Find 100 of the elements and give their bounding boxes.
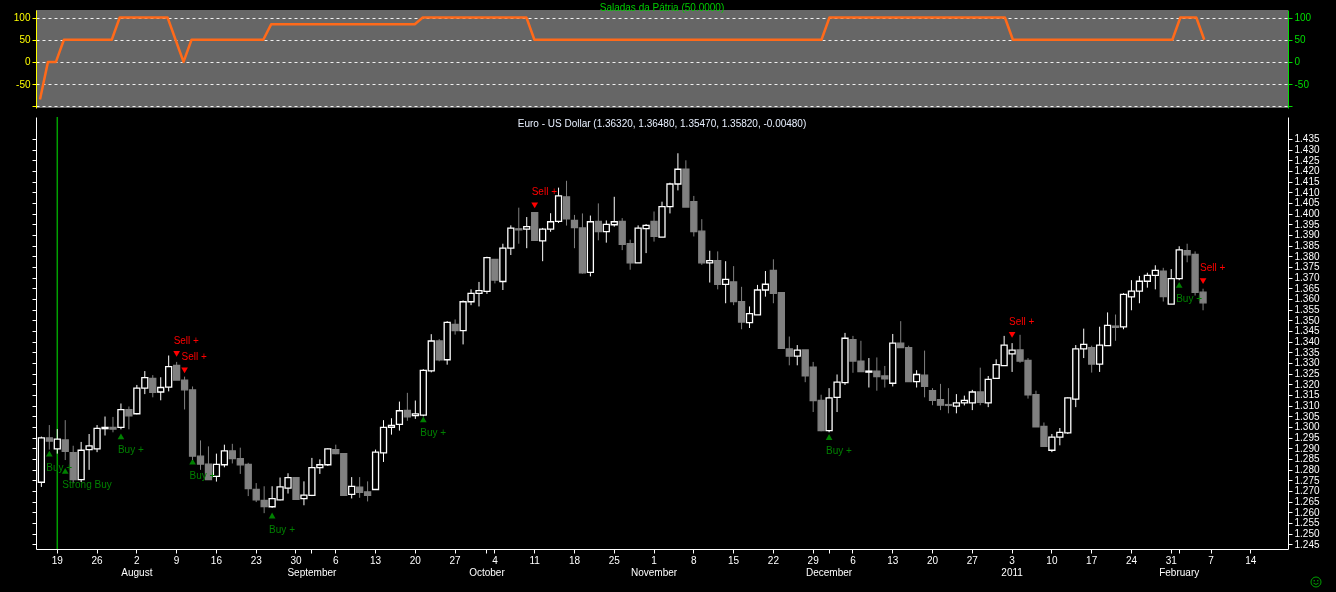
x-tick-label: 6 xyxy=(850,554,857,566)
candlestick xyxy=(865,357,873,389)
x-tick-label: 29 xyxy=(807,554,820,566)
y-tick-label: 1.435 xyxy=(1294,133,1320,145)
candlestick xyxy=(1111,314,1120,342)
y-tick-label: 0 xyxy=(24,56,31,68)
candlestick xyxy=(722,260,730,304)
series-label: Strong Buy xyxy=(62,478,112,490)
y-tick-label: 1.365 xyxy=(1294,282,1320,294)
candlestick xyxy=(292,476,300,500)
y-tick-label: 1.410 xyxy=(1294,186,1320,198)
candlestick xyxy=(976,367,984,406)
x-tick-label: 13 xyxy=(887,554,899,566)
candlestick xyxy=(125,405,133,430)
y-tick-label: 100 xyxy=(13,12,31,24)
candlestick xyxy=(1088,345,1096,374)
candlestick xyxy=(109,416,117,433)
text: Sell + xyxy=(1200,262,1226,274)
x-tick-label: 15 xyxy=(728,554,740,566)
text: Sell + xyxy=(173,334,199,346)
x-tick-label: 6 xyxy=(332,554,339,566)
text: Buy + xyxy=(117,444,144,456)
candlestick xyxy=(515,207,523,245)
y-tick-label: 1.385 xyxy=(1294,240,1320,252)
chart-title: Saladas da Pátria (50.0000) xyxy=(599,2,725,13)
candlestick xyxy=(117,403,125,430)
x-tick-label: February xyxy=(1159,566,1200,578)
y-tick-label: 1.340 xyxy=(1294,336,1320,348)
x-tick-label: December xyxy=(806,566,853,578)
y-tick-label: 1.370 xyxy=(1294,272,1320,284)
x-tick-label: 22 xyxy=(767,554,780,566)
candlestick xyxy=(523,216,531,249)
y-tick-label: 1.300 xyxy=(1294,421,1320,433)
y-tick-label: 1.415 xyxy=(1294,176,1320,188)
candlestick xyxy=(562,180,571,227)
candlestick xyxy=(984,375,992,408)
x-tick-label: 31 xyxy=(1165,554,1178,566)
x-tick-label: 18 xyxy=(568,554,581,566)
x-tick-label: 11 xyxy=(529,554,541,566)
y-tick-label: 1.355 xyxy=(1294,304,1320,316)
y-tick-label: 1.290 xyxy=(1294,442,1320,454)
y-tick-label: 1.330 xyxy=(1294,357,1320,369)
y-tick-label: 1.430 xyxy=(1294,144,1320,156)
y-tick-label: 1.310 xyxy=(1294,400,1320,412)
y-tick-label: 1.345 xyxy=(1294,325,1320,337)
y-tick-label: 1.275 xyxy=(1294,474,1320,486)
candlestick xyxy=(61,419,69,461)
y-tick-label: 1.320 xyxy=(1294,378,1320,390)
y-tick-label: 1.335 xyxy=(1294,346,1320,358)
text: Sell + xyxy=(531,186,557,198)
candlestick xyxy=(45,424,53,451)
point xyxy=(1199,278,1207,284)
y-tick-label: 1.295 xyxy=(1294,432,1320,444)
candlestick xyxy=(706,250,714,284)
x-tick-label: 1 November xyxy=(630,554,678,578)
y-tick-label: -50 xyxy=(16,78,31,90)
y-tick-label: 1.395 xyxy=(1294,218,1320,230)
x-tick-label: 30 xyxy=(290,554,302,566)
x-tick-label: 9 xyxy=(173,554,180,566)
candlestick xyxy=(491,258,499,284)
x-tick-label: 7 xyxy=(1208,554,1215,566)
x-tick-label: 10 xyxy=(1046,554,1058,566)
text: Buy + xyxy=(420,427,447,439)
x-tick-label: 26 xyxy=(91,554,104,566)
candlestick xyxy=(594,202,602,241)
y-tick-label: 1.260 xyxy=(1294,506,1320,518)
x-tick-label: 23 xyxy=(250,554,263,566)
y-tick-label: 1.325 xyxy=(1294,368,1320,380)
y-tick-label: 1.315 xyxy=(1294,389,1320,401)
x-tick-label: 20 xyxy=(926,554,939,566)
x-tick-label: 13 xyxy=(369,554,382,566)
x-tick-label: 27 xyxy=(966,554,979,566)
point xyxy=(419,416,427,423)
x-tick-label: 4 xyxy=(492,554,499,566)
y-tick-label: 1.420 xyxy=(1294,165,1320,177)
text: Buy + xyxy=(269,523,295,535)
line-series xyxy=(38,16,1206,101)
point xyxy=(531,202,539,209)
y-tick-label: 1.285 xyxy=(1294,453,1320,465)
y-tick-label: 1.380 xyxy=(1294,250,1320,262)
y-tick-label: 1.425 xyxy=(1294,154,1320,166)
y-tick-label: 1.390 xyxy=(1294,229,1320,241)
candlestick xyxy=(451,318,459,336)
x-tick-label: 27 xyxy=(449,554,462,566)
y-tick-label: 1.405 xyxy=(1294,197,1320,209)
candlestick xyxy=(714,250,722,290)
chart-title: Euro - US Dollar (1.36320, 1.36480, 1.35470, 1.35820, -0.00480) xyxy=(517,118,807,130)
x-tick-label: September xyxy=(287,566,338,578)
candlestick xyxy=(435,338,443,362)
y-tick-label: 1.280 xyxy=(1294,464,1320,476)
x-tick-label: 2 August xyxy=(121,554,153,578)
candlestick xyxy=(650,211,658,243)
candlestick xyxy=(395,401,404,432)
x-tick-label: 8 xyxy=(691,554,698,566)
x-tick-label: 20 xyxy=(409,554,422,566)
y-tick-label: 50 xyxy=(19,34,31,46)
y-tick-label: 1.250 xyxy=(1294,528,1320,540)
y-tick-label: 1.400 xyxy=(1294,208,1320,220)
y-tick-label: 1.255 xyxy=(1294,517,1320,529)
candlestick xyxy=(348,476,356,499)
